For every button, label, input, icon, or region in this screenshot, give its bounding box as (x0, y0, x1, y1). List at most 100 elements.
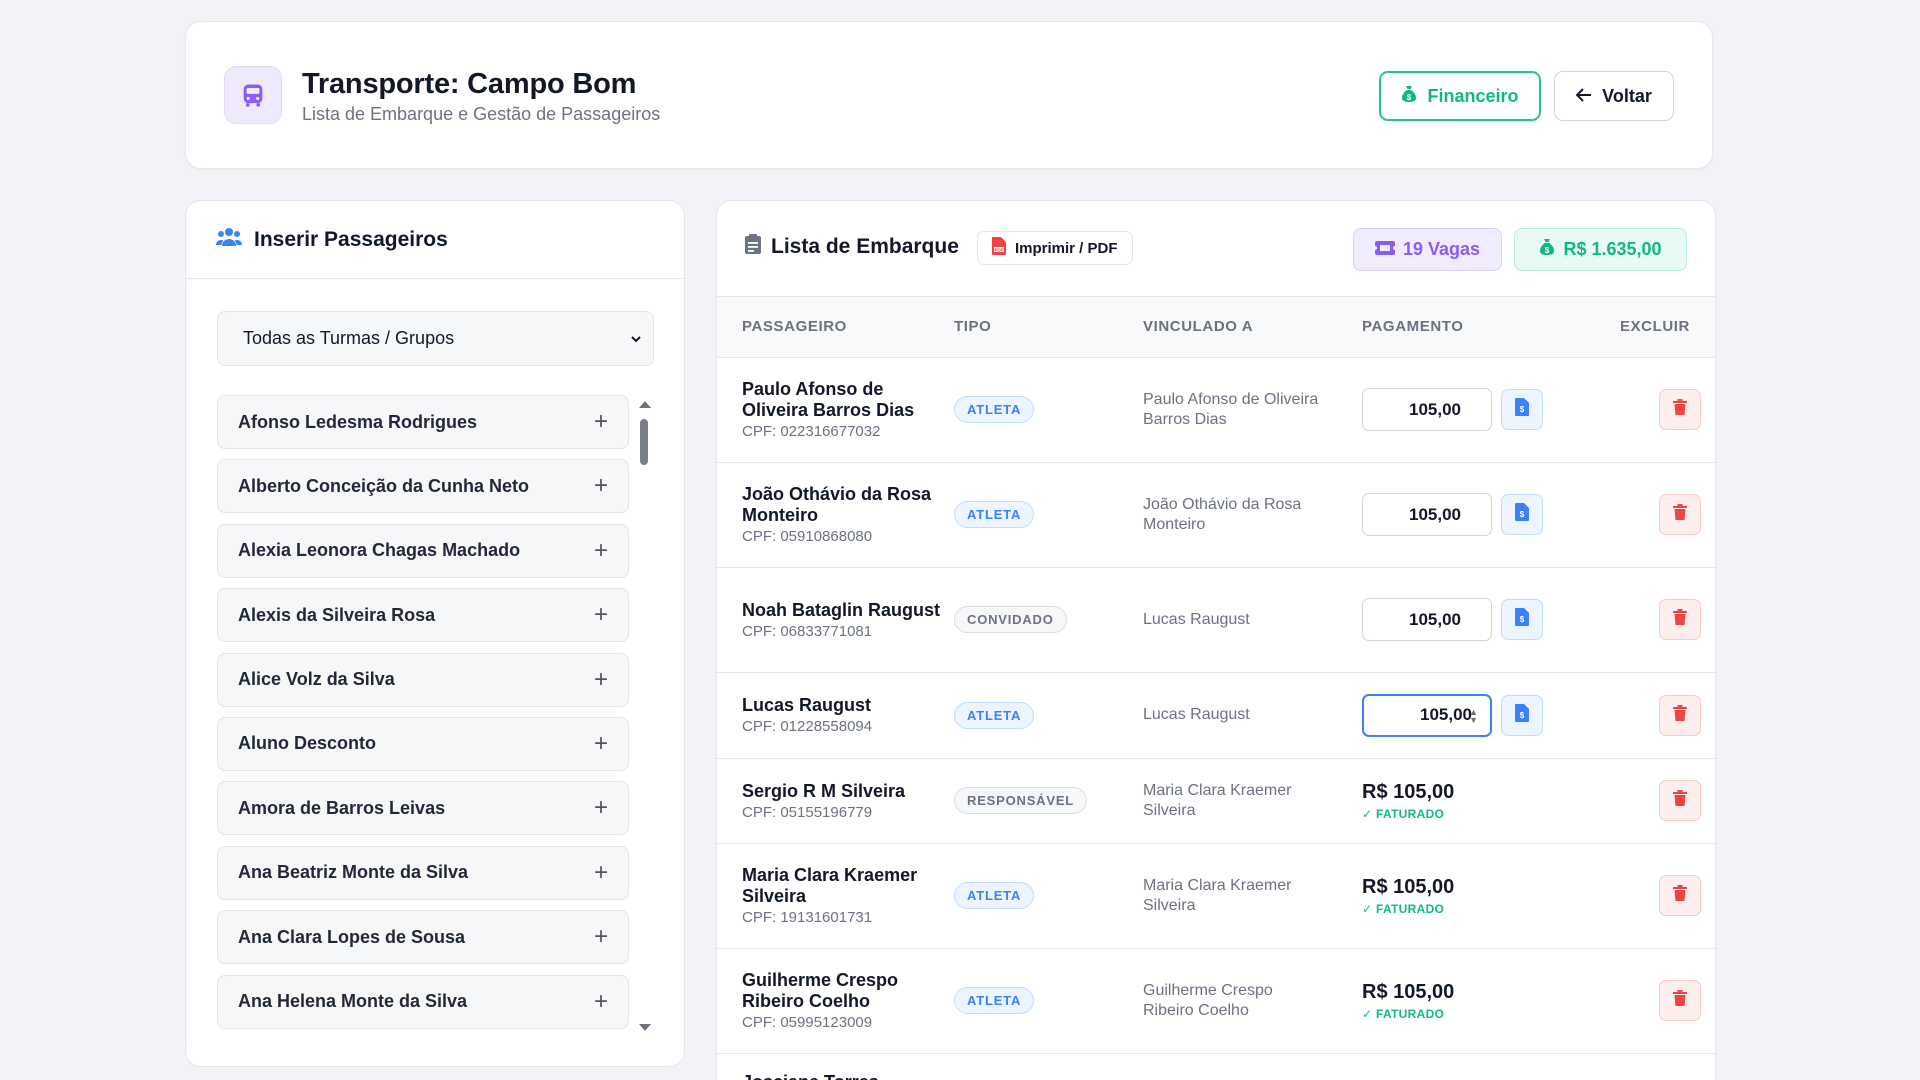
list-item-label: Alexis da Silveira Rosa (238, 604, 436, 625)
paid-amount: R$ 105,00 (1362, 980, 1455, 1003)
scroll-thumb[interactable] (640, 419, 648, 465)
delete-button[interactable] (1658, 875, 1701, 916)
arrow-left-icon (1575, 86, 1592, 107)
passenger-cpf: CPF: 05995123009 (742, 1014, 873, 1031)
passenger-cpf: CPF: 05910868080 (742, 528, 873, 545)
payment-input[interactable]: 105,00 (1362, 388, 1492, 431)
faturado-status: ✓ FATURADO (1362, 806, 1445, 821)
list-item-label: Alexia Leonora Chagas Machado (238, 540, 521, 561)
list-item[interactable]: Alberto Conceição da Cunha Neto + (217, 459, 629, 514)
svg-text:$: $ (1407, 93, 1412, 102)
plus-icon[interactable]: + (593, 987, 608, 1015)
payment-input[interactable]: 105,00 ▲ ▼ (1362, 693, 1492, 737)
svg-text:$: $ (1520, 711, 1525, 720)
group-select[interactable]: Todas as Turmas / Grupos (217, 311, 654, 366)
list-item[interactable]: Amora de Barros Leivas + (217, 781, 629, 836)
list-item[interactable]: Alice Volz da Silva + (217, 652, 629, 707)
paid-amount: R$ 105,00 (1362, 780, 1455, 803)
plus-icon[interactable]: + (593, 408, 608, 435)
print-pdf-button[interactable]: PDF Imprimir / PDF (977, 231, 1133, 265)
page-title: Transporte: Campo Bom (302, 68, 637, 100)
delete-button[interactable] (1658, 980, 1701, 1021)
passenger-name: Josciane Torres (742, 1072, 954, 1080)
invoice-icon: $ (1515, 398, 1529, 421)
list-item-label: Alberto Conceição da Cunha Neto (238, 475, 530, 496)
delete-button[interactable] (1658, 389, 1701, 430)
check-icon: ✓ (1362, 1006, 1376, 1021)
linked-to: Maria Clara Kraemer Silveira (1143, 876, 1292, 914)
invoice-button[interactable]: $ (1501, 494, 1543, 535)
trash-icon (1672, 704, 1687, 726)
list-item[interactable]: Aluno Desconto + (217, 716, 629, 771)
money-bag-icon: $ (1401, 85, 1417, 108)
bus-icon (224, 66, 282, 124)
type-badge: ATLETA (954, 701, 1035, 729)
table-header-row: PASSAGEIRO TIPO VINCULADO A PAGAMENTO EX… (717, 297, 1715, 358)
passenger-name: João Othávio da Rosa Monteiro (742, 484, 932, 525)
type-badge: ATLETA (954, 882, 1035, 909)
delete-button[interactable] (1658, 694, 1701, 736)
delete-button[interactable] (1658, 494, 1701, 535)
table-row: Noah Bataglin Raugust CPF: 06833771081 CON… (717, 567, 1715, 673)
boarding-table: PASSAGEIRO TIPO VINCULADO A PAGAMENTO EX… (717, 297, 1715, 1080)
spinner-icon[interactable]: ▲ ▼ (1469, 706, 1478, 725)
list-item[interactable]: Afonso Ledesma Rodrigues + (217, 395, 629, 449)
voltar-button[interactable]: Voltar (1554, 71, 1674, 121)
plus-icon[interactable]: + (593, 472, 608, 500)
passenger-name: Lucas Raugust (742, 695, 872, 715)
trash-icon (1672, 990, 1687, 1011)
invoice-button[interactable]: $ (1501, 599, 1543, 640)
plus-icon[interactable]: + (593, 601, 608, 629)
plus-icon[interactable]: + (593, 536, 608, 564)
delete-button[interactable] (1658, 599, 1701, 640)
plus-icon[interactable]: + (593, 729, 608, 757)
payment-input[interactable]: 105,00 (1362, 598, 1492, 641)
list-item[interactable]: Ana Helena Monte da Silva + (217, 974, 629, 1029)
panel-title: Inserir Passageiros (254, 227, 448, 251)
col-vinculado: VINCULADO A (1143, 297, 1362, 358)
svg-text:$: $ (1520, 615, 1525, 624)
check-icon: ✓ (1362, 806, 1376, 821)
payment-input[interactable]: 105,00 (1362, 493, 1492, 536)
vagas-count: 19 Vagas (1402, 239, 1481, 259)
insert-passengers-panel: Inserir Passageiros Todas as Turmas / Gr… (185, 200, 685, 1067)
svg-text:$: $ (1520, 405, 1525, 414)
invoice-button[interactable]: $ (1501, 389, 1543, 430)
table-row: Josciane Torres (717, 1053, 1715, 1080)
passenger-name: Sergio R M Silveira (742, 780, 906, 801)
financeiro-button[interactable]: $ Financeiro (1379, 71, 1541, 121)
trash-icon (1672, 885, 1687, 906)
passenger-name: Noah Bataglin Raugust (742, 599, 941, 620)
invoice-icon: $ (1515, 703, 1529, 727)
scroll-down-icon[interactable] (639, 1024, 651, 1031)
delete-button[interactable] (1658, 780, 1701, 821)
faturado-status: ✓ FATURADO (1362, 901, 1445, 916)
plus-icon[interactable]: + (593, 794, 608, 822)
svg-text:$: $ (1545, 246, 1550, 255)
passenger-cpf: CPF: 06833771081 (742, 622, 873, 640)
print-pdf-label: Imprimir / PDF (1015, 239, 1118, 257)
list-item[interactable]: Alexia Leonora Chagas Machado + (217, 523, 629, 578)
faturado-status: ✓ FATURADO (1362, 1006, 1445, 1021)
table-row: Guilherme Crespo Ribeiro Coelho CPF: 0599… (717, 948, 1715, 1054)
list-item[interactable]: Ana Clara Lopes de Sousa + (217, 910, 629, 965)
table-row: Sergio R M Silveira CPF: 05155196779 RESPO… (717, 758, 1715, 844)
table-row: Maria Clara Kraemer Silveira CPF: 1913160… (717, 843, 1715, 949)
list-item[interactable]: Alexis da Silveira Rosa + (217, 588, 629, 643)
type-badge: ATLETA (954, 501, 1035, 528)
plus-icon[interactable]: + (593, 665, 608, 693)
plus-icon[interactable]: + (593, 923, 608, 951)
pdf-icon: PDF (992, 237, 1006, 259)
linked-to: Lucas Raugust (1143, 706, 1250, 723)
scroll-up-icon[interactable] (639, 401, 651, 408)
passenger-name: Guilherme Crespo Ribeiro Coelho (742, 970, 899, 1011)
boarding-list-panel: Lista de Embarque PDF Imprimir / PDF 19 … (716, 200, 1716, 1080)
list-item[interactable]: Ana Beatriz Monte da Silva + (217, 845, 629, 900)
list-item-label: Amora de Barros Leivas (238, 797, 446, 818)
money-bag-icon: $ (1539, 238, 1555, 261)
scrollbar[interactable] (637, 401, 651, 1031)
invoice-button[interactable]: $ (1501, 694, 1543, 736)
plus-icon[interactable]: + (593, 858, 608, 886)
linked-to: Guilherme Crespo Ribeiro Coelho (1143, 981, 1273, 1019)
col-excluir: EXCLUIR (1592, 297, 1715, 358)
